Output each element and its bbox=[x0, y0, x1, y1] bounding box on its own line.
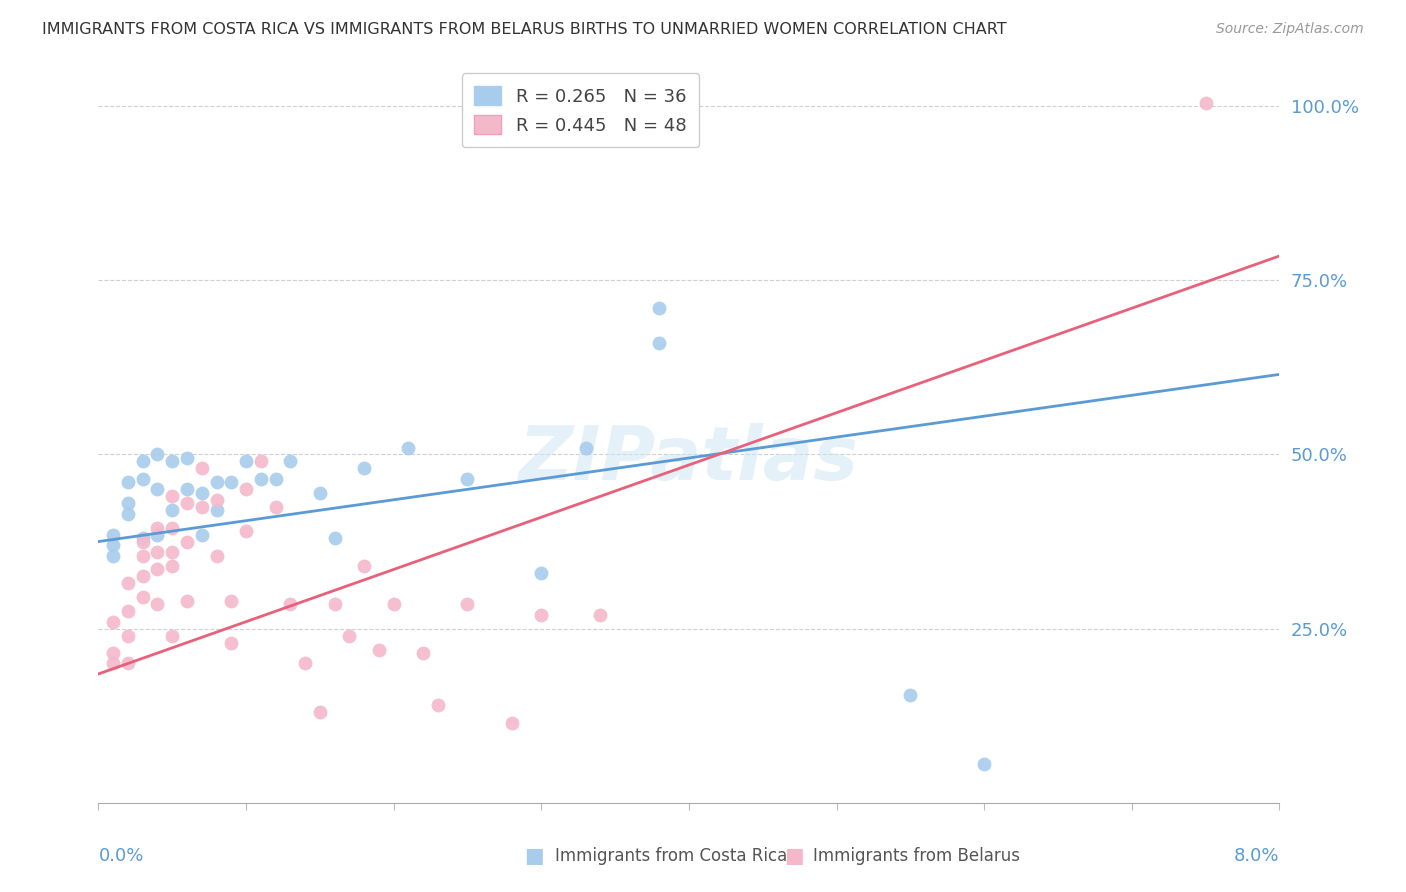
Point bbox=[973, 757, 995, 772]
Point bbox=[205, 503, 228, 517]
Point bbox=[309, 705, 332, 719]
Text: 0.0%: 0.0% bbox=[98, 847, 143, 864]
Point bbox=[264, 500, 287, 514]
Point bbox=[221, 475, 243, 490]
Point bbox=[205, 492, 228, 507]
Point bbox=[176, 534, 198, 549]
Point bbox=[191, 461, 214, 475]
Legend: R = 0.265   N = 36, R = 0.445   N = 48: R = 0.265 N = 36, R = 0.445 N = 48 bbox=[461, 73, 699, 147]
Point bbox=[309, 485, 332, 500]
Point bbox=[146, 545, 169, 559]
Point bbox=[339, 629, 361, 643]
Point bbox=[132, 454, 155, 468]
Point bbox=[162, 521, 183, 535]
Point bbox=[191, 527, 214, 541]
Point bbox=[457, 472, 479, 486]
Point bbox=[162, 503, 183, 517]
Point bbox=[146, 597, 169, 611]
Point bbox=[648, 336, 671, 351]
Point bbox=[280, 597, 302, 611]
Point bbox=[530, 566, 553, 580]
Point bbox=[103, 538, 125, 552]
Point bbox=[900, 688, 922, 702]
Point bbox=[103, 549, 125, 563]
Point bbox=[353, 461, 375, 475]
Point bbox=[132, 534, 155, 549]
Point bbox=[235, 483, 257, 497]
Point bbox=[427, 698, 450, 713]
Point bbox=[103, 527, 125, 541]
Point bbox=[501, 715, 523, 730]
Point bbox=[117, 629, 139, 643]
Point bbox=[205, 475, 228, 490]
Point bbox=[117, 576, 139, 591]
Point bbox=[235, 454, 257, 468]
Point bbox=[132, 569, 155, 583]
Point bbox=[191, 485, 214, 500]
Point bbox=[117, 604, 139, 618]
Point bbox=[205, 549, 228, 563]
Point bbox=[132, 531, 155, 545]
Point bbox=[589, 607, 612, 622]
Point bbox=[368, 642, 391, 657]
Point bbox=[382, 597, 405, 611]
Point bbox=[162, 489, 183, 503]
Text: ■: ■ bbox=[785, 847, 804, 866]
Point bbox=[1195, 95, 1218, 110]
Point bbox=[530, 607, 553, 622]
Point bbox=[146, 562, 169, 576]
Point bbox=[294, 657, 316, 671]
Point bbox=[575, 441, 598, 455]
Point bbox=[117, 475, 139, 490]
Point bbox=[176, 496, 198, 510]
Point bbox=[250, 454, 273, 468]
Point bbox=[103, 657, 125, 671]
Point bbox=[103, 646, 125, 660]
Point bbox=[146, 521, 169, 535]
Point bbox=[221, 594, 243, 608]
Text: ■: ■ bbox=[524, 847, 544, 866]
Point bbox=[648, 301, 671, 316]
Point bbox=[176, 450, 198, 465]
Text: Immigrants from Belarus: Immigrants from Belarus bbox=[813, 847, 1019, 865]
Point bbox=[146, 527, 169, 541]
Point bbox=[162, 454, 183, 468]
Point bbox=[280, 454, 302, 468]
Point bbox=[191, 500, 214, 514]
Point bbox=[412, 646, 434, 660]
Point bbox=[146, 483, 169, 497]
Text: Source: ZipAtlas.com: Source: ZipAtlas.com bbox=[1216, 22, 1364, 37]
Point bbox=[250, 472, 273, 486]
Point bbox=[132, 549, 155, 563]
Point bbox=[323, 531, 346, 545]
Point bbox=[103, 615, 125, 629]
Point bbox=[398, 441, 420, 455]
Point bbox=[132, 472, 155, 486]
Point bbox=[235, 524, 257, 538]
Point bbox=[457, 597, 479, 611]
Point bbox=[117, 657, 139, 671]
Point bbox=[353, 558, 375, 573]
Point bbox=[146, 448, 169, 462]
Point bbox=[117, 496, 139, 510]
Text: IMMIGRANTS FROM COSTA RICA VS IMMIGRANTS FROM BELARUS BIRTHS TO UNMARRIED WOMEN : IMMIGRANTS FROM COSTA RICA VS IMMIGRANTS… bbox=[42, 22, 1007, 37]
Point bbox=[117, 507, 139, 521]
Text: ZIPatlas: ZIPatlas bbox=[519, 423, 859, 496]
Point bbox=[323, 597, 346, 611]
Point bbox=[162, 545, 183, 559]
Point bbox=[176, 483, 198, 497]
Text: Immigrants from Costa Rica: Immigrants from Costa Rica bbox=[555, 847, 787, 865]
Point bbox=[221, 635, 243, 649]
Point bbox=[132, 591, 155, 605]
Text: 8.0%: 8.0% bbox=[1234, 847, 1279, 864]
Point bbox=[176, 594, 198, 608]
Point bbox=[162, 629, 183, 643]
Point bbox=[162, 558, 183, 573]
Point bbox=[264, 472, 287, 486]
